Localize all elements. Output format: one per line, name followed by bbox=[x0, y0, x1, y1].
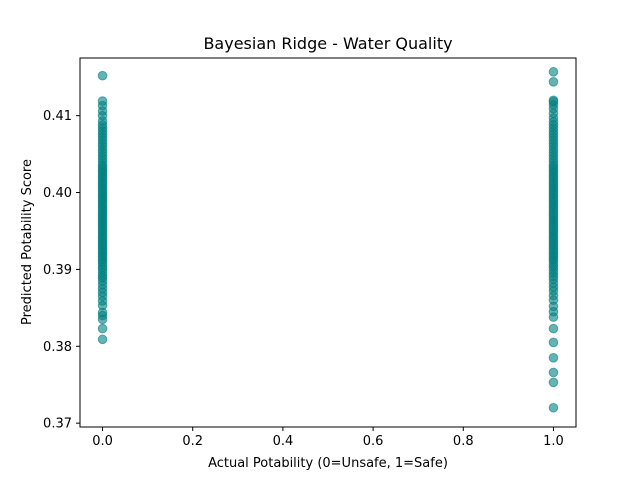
plot-frame bbox=[79, 57, 577, 428]
y-tick-label: 0.39 bbox=[43, 263, 72, 278]
data-point bbox=[548, 377, 559, 388]
x-axis-ticks: 0.0 0.2 0.4 0.6 0.8 1.0 bbox=[92, 427, 564, 449]
y-tick-label: 0.41 bbox=[43, 109, 72, 124]
x-tick-label: 0.4 bbox=[273, 434, 294, 449]
y-tick-label: 0.40 bbox=[43, 186, 72, 201]
data-point bbox=[548, 95, 559, 106]
x-tick-label: 0.6 bbox=[363, 434, 384, 449]
y-tick-label: 0.37 bbox=[43, 417, 72, 432]
x-tick-label: 0.2 bbox=[182, 434, 203, 449]
chart-title: Bayesian Ridge - Water Quality bbox=[203, 34, 452, 53]
data-point bbox=[97, 96, 108, 106]
y-axis-ticks: 0.37 0.38 0.39 0.40 0.41 bbox=[43, 109, 80, 432]
data-point bbox=[97, 70, 108, 81]
data-point bbox=[97, 323, 108, 334]
data-point bbox=[548, 402, 559, 413]
x-tick-label: 0.8 bbox=[453, 434, 474, 449]
y-tick-label: 0.38 bbox=[43, 340, 72, 355]
x-tick-label: 0.0 bbox=[92, 434, 113, 449]
data-point bbox=[548, 337, 559, 348]
data-point bbox=[548, 67, 559, 77]
x-axis-label: Actual Potability (0=Unsafe, 1=Safe) bbox=[208, 456, 448, 471]
data-point bbox=[548, 367, 559, 378]
data-point bbox=[548, 77, 559, 87]
data-point bbox=[97, 334, 108, 345]
data-point bbox=[548, 323, 559, 334]
data-points bbox=[97, 67, 559, 413]
x-tick-label: 1.0 bbox=[543, 434, 564, 449]
data-point bbox=[548, 353, 559, 363]
y-axis-label: Predicted Potability Score bbox=[20, 159, 35, 325]
